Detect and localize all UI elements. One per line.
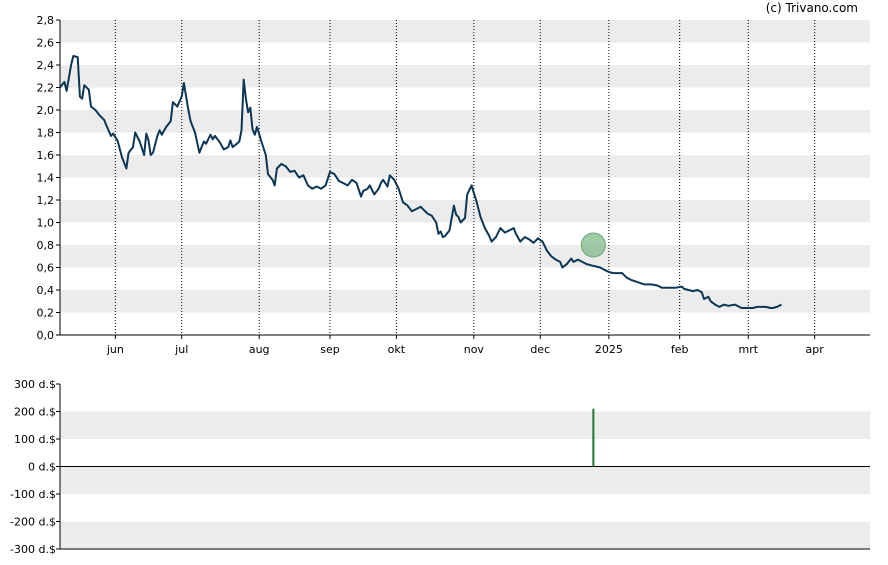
y-tick-label: 2,2 xyxy=(37,82,55,95)
x-tick-label: jul xyxy=(174,343,188,356)
y-tick-label: 0 d.$ xyxy=(28,461,56,474)
grid-band xyxy=(60,65,870,88)
y-tick-label: 2,8 xyxy=(37,14,55,27)
x-tick-label: dec xyxy=(530,343,550,356)
x-tick-label: mrt xyxy=(738,343,758,356)
y-tick-label: -200 d.$ xyxy=(10,516,56,529)
x-tick-label: okt xyxy=(388,343,406,356)
grid-band xyxy=(60,155,870,178)
y-tick-label: -300 d.$ xyxy=(10,543,56,556)
grid-band xyxy=(60,521,870,549)
grid-band xyxy=(60,245,870,268)
grid-band xyxy=(60,20,870,43)
x-tick-label: apr xyxy=(806,343,825,356)
y-tick-label: 200 d.$ xyxy=(14,406,56,419)
y-tick-label: 0,6 xyxy=(37,262,55,275)
price-line xyxy=(59,55,782,309)
grid-band xyxy=(60,411,870,439)
x-tick-label: 2025 xyxy=(595,343,623,356)
y-tick-label: 2,0 xyxy=(37,104,55,117)
y-tick-label: 1,0 xyxy=(37,217,55,230)
grid-band xyxy=(60,466,870,494)
y-tick-label: 0,2 xyxy=(37,307,55,320)
y-tick-label: 1,4 xyxy=(37,172,55,185)
x-tick-label: nov xyxy=(464,343,485,356)
x-tick-label: aug xyxy=(249,343,270,356)
y-tick-label: 0,8 xyxy=(37,239,55,252)
event-marker xyxy=(580,232,606,258)
x-tick-label: sep xyxy=(320,343,339,356)
y-tick-label: 1,6 xyxy=(37,149,55,162)
credit-label: (c) Trivano.com xyxy=(765,1,858,15)
x-tick-label: jun xyxy=(106,343,124,356)
x-tick-label: feb xyxy=(671,343,689,356)
y-tick-label: 2,4 xyxy=(37,59,55,72)
grid-band xyxy=(60,110,870,133)
grid-band xyxy=(60,290,870,313)
y-tick-label: 100 d.$ xyxy=(14,433,56,446)
y-tick-label: 1,8 xyxy=(37,127,55,140)
y-tick-label: -100 d.$ xyxy=(10,488,56,501)
y-tick-label: 300 d.$ xyxy=(14,378,56,391)
y-tick-label: 0,4 xyxy=(37,284,55,297)
y-tick-label: 1,2 xyxy=(37,194,55,207)
y-tick-label: 2,6 xyxy=(37,37,55,50)
y-tick-label: 0,0 xyxy=(37,329,55,342)
